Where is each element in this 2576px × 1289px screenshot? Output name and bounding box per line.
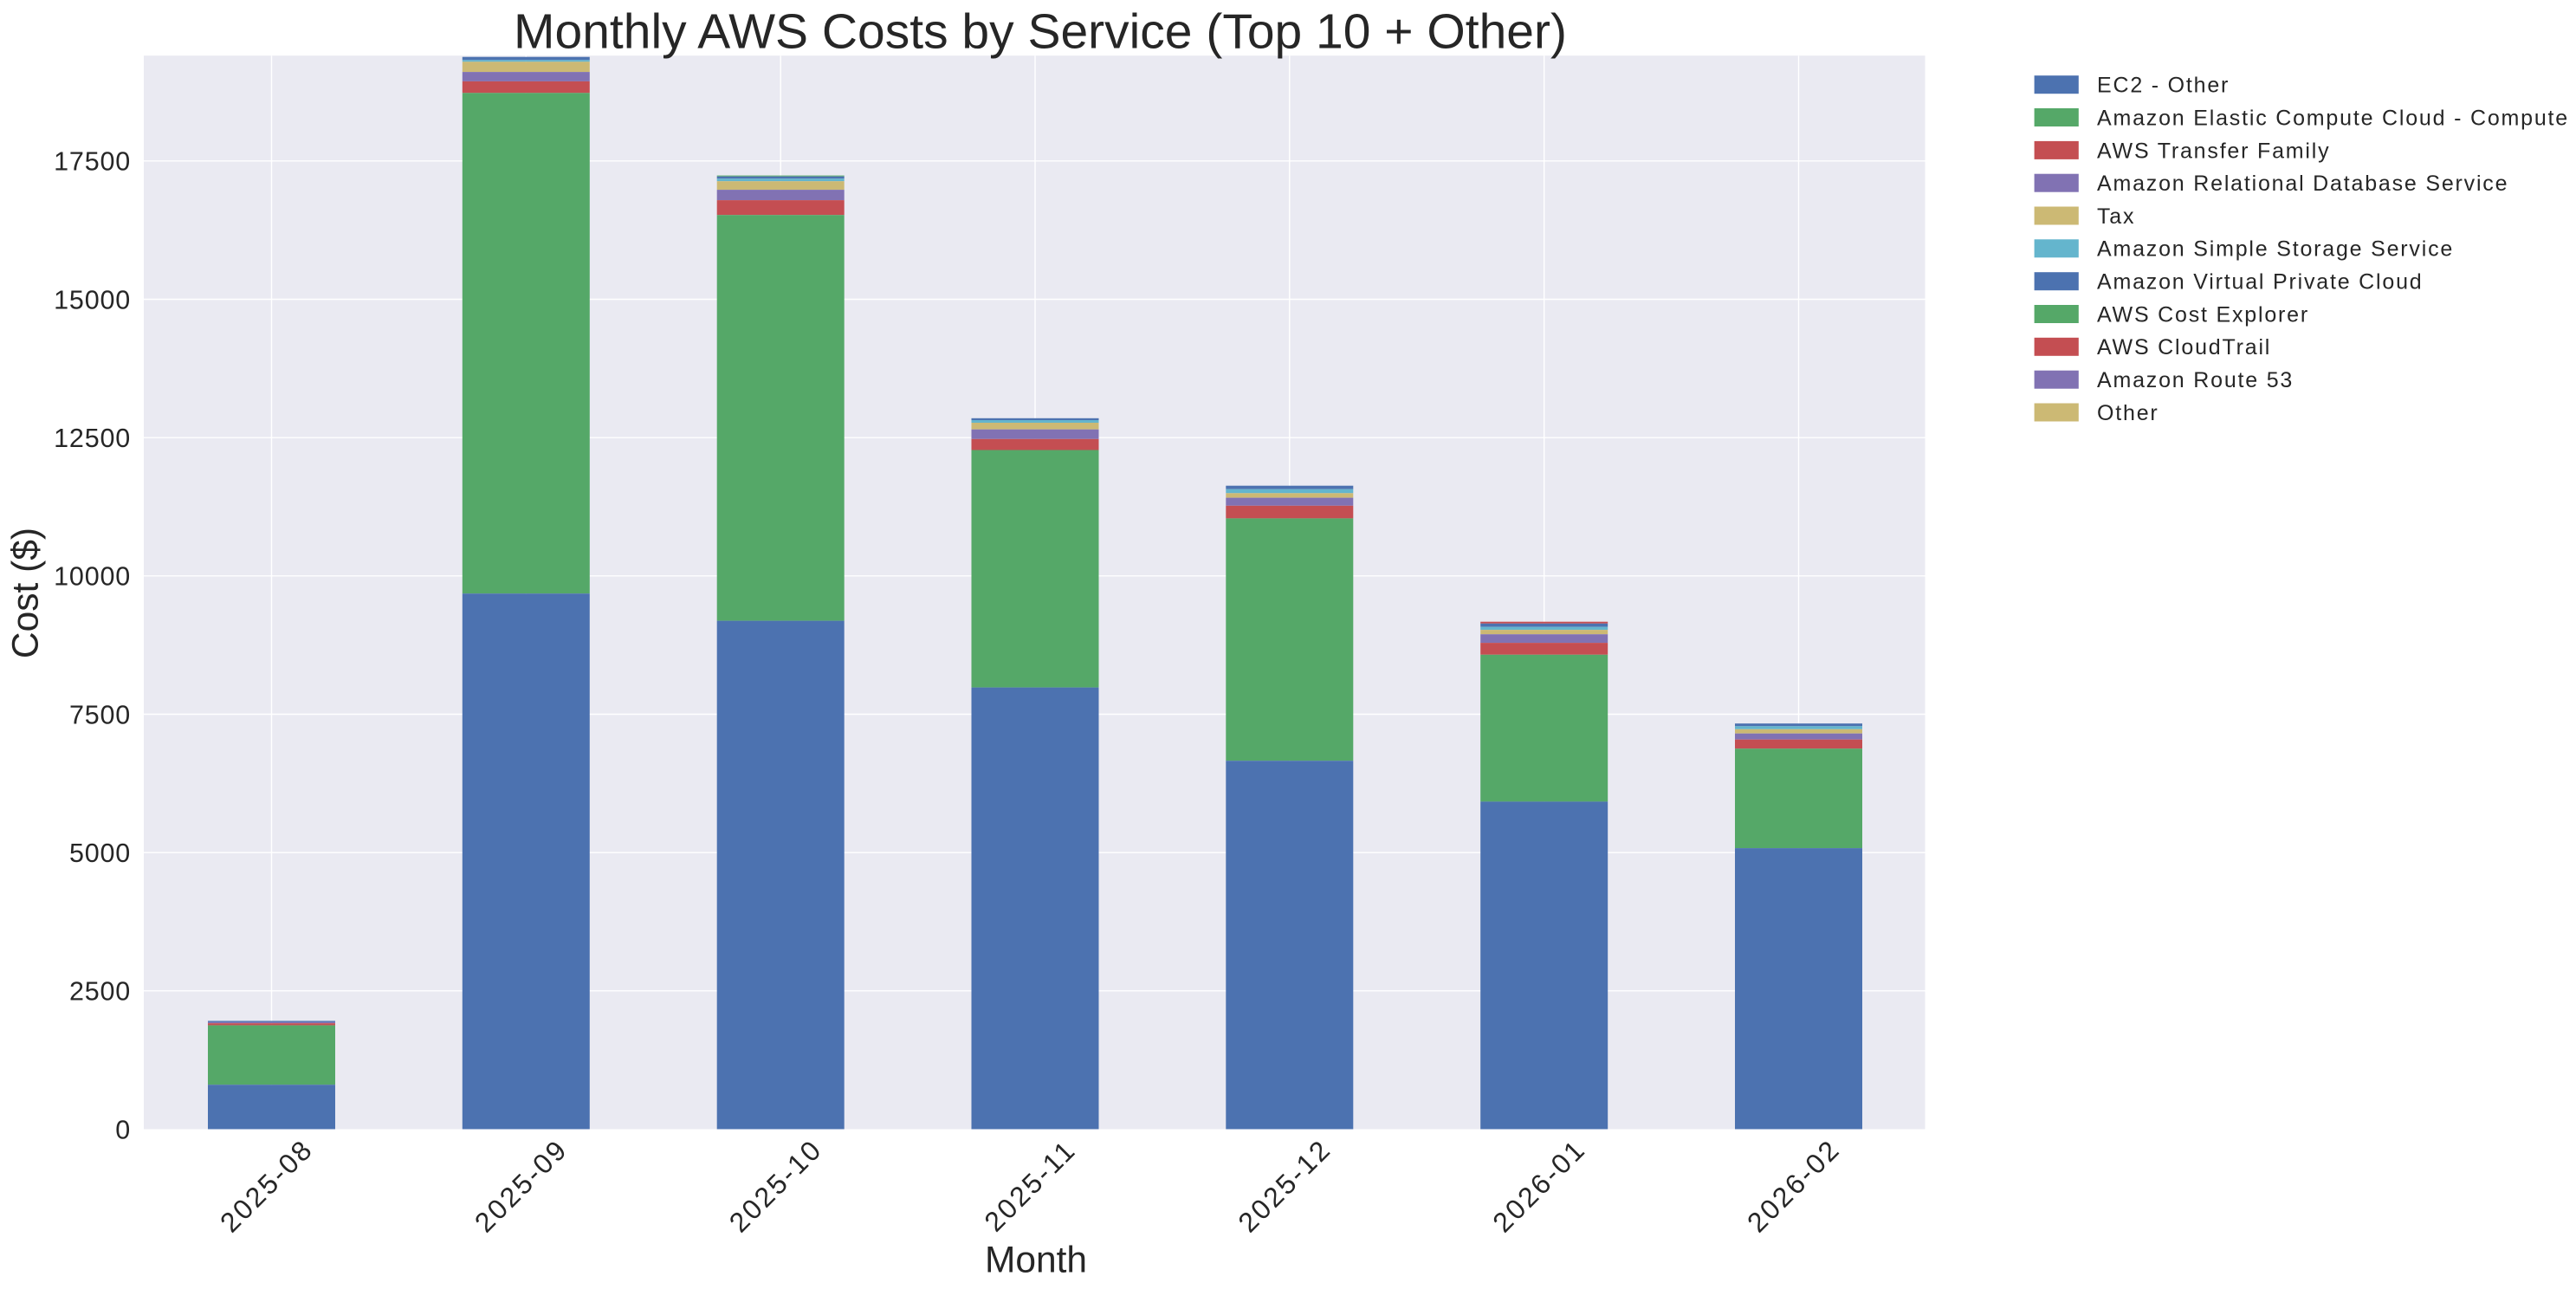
svg-text:15000: 15000 <box>54 285 131 314</box>
svg-text:Amazon Elastic Compute Cloud -: Amazon Elastic Compute Cloud - Compute <box>2097 106 2569 130</box>
svg-text:Tax: Tax <box>2097 204 2135 229</box>
svg-text:5000: 5000 <box>69 839 131 868</box>
svg-text:17500: 17500 <box>54 147 131 177</box>
svg-text:Other: Other <box>2097 401 2159 425</box>
svg-text:EC2 - Other: EC2 - Other <box>2097 74 2230 98</box>
svg-text:Amazon Virtual Private Cloud: Amazon Virtual Private Cloud <box>2097 270 2424 295</box>
svg-text:12500: 12500 <box>54 424 131 453</box>
svg-text:Amazon Relational Database Ser: Amazon Relational Database Service <box>2097 172 2508 196</box>
svg-text:AWS CloudTrail: AWS CloudTrail <box>2097 335 2271 359</box>
svg-text:0: 0 <box>115 1115 131 1144</box>
svg-text:Month: Month <box>985 1240 1087 1280</box>
svg-text:Amazon Simple Storage Service: Amazon Simple Storage Service <box>2097 237 2454 262</box>
svg-text:AWS Cost Explorer: AWS Cost Explorer <box>2097 302 2309 327</box>
svg-text:Monthly AWS Costs by Service (: Monthly AWS Costs by Service (Top 10 + O… <box>514 3 1567 59</box>
svg-text:7500: 7500 <box>69 700 131 729</box>
svg-text:Cost ($): Cost ($) <box>6 528 47 658</box>
svg-text:2500: 2500 <box>69 977 131 1007</box>
svg-text:Amazon Route 53: Amazon Route 53 <box>2097 368 2294 392</box>
svg-text:AWS Transfer Family: AWS Transfer Family <box>2097 139 2330 163</box>
svg-text:10000: 10000 <box>54 562 131 592</box>
